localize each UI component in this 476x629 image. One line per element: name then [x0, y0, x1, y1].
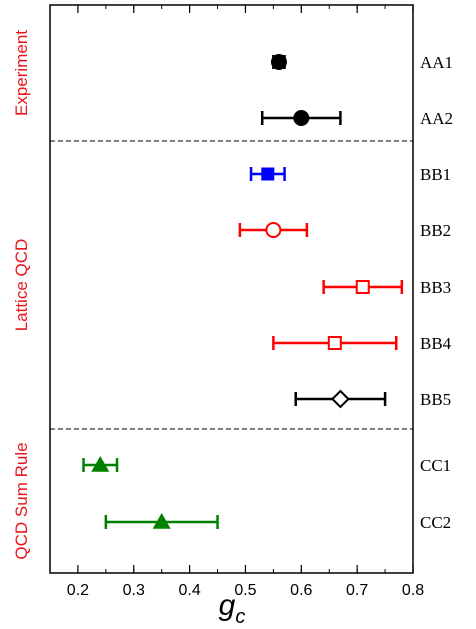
x-axis-title-main: g	[219, 589, 236, 622]
x-axis-title: gc	[219, 589, 246, 628]
x-tick-label: 0.5	[234, 582, 256, 599]
data-point-bb4	[272, 336, 398, 350]
row-label-bb2: BB2	[420, 221, 451, 240]
marker-open-diamond	[330, 389, 350, 409]
data-point-aa1	[270, 54, 287, 70]
row-label-aa1: AA1	[420, 53, 453, 72]
marker-open-circle	[265, 222, 282, 238]
data-point-aa2	[260, 110, 342, 126]
x-axis-title-subscript: c	[235, 606, 245, 628]
row-label-bb3: BB3	[420, 278, 451, 297]
data-point-bb3	[322, 280, 404, 294]
marker-filled-triangle	[152, 513, 171, 529]
data-point-bb5	[294, 389, 387, 409]
group-label-2: Lattice QCD	[12, 239, 31, 332]
row-labels: AA1 AA2 BB1 BB2 BB3 BB4 BB5 CC1 CC2	[420, 53, 453, 532]
row-label-bb1: BB1	[420, 165, 451, 184]
data-point-cc2	[104, 513, 219, 529]
group-label-1: Experiment	[12, 30, 31, 116]
x-tick-label: 0.8	[402, 582, 424, 599]
x-tick-label: 0.3	[123, 582, 145, 599]
marker-open-square	[355, 280, 370, 294]
row-label-cc1: CC1	[420, 456, 451, 475]
plot-frame	[49, 4, 414, 574]
row-label-aa2: AA2	[420, 109, 453, 128]
data-point-bb1	[249, 167, 286, 181]
marker-filled-triangle	[91, 456, 110, 472]
group-labels: Experiment Lattice QCD QCD Sum Rule	[12, 30, 31, 560]
group-separators	[50, 140, 413, 430]
marker-filled-square	[261, 167, 275, 181]
group-label-3: QCD Sum Rule	[12, 442, 31, 559]
marker-open-square	[327, 336, 342, 350]
data-point-cc1	[82, 456, 119, 472]
row-label-cc2: CC2	[420, 513, 451, 532]
x-tick-label: 0.7	[346, 582, 368, 599]
x-tick-label: 0.2	[67, 582, 89, 599]
row-label-bb5: BB5	[420, 390, 451, 409]
marker-filled-circle	[270, 54, 287, 70]
row-label-bb4: BB4	[420, 334, 452, 353]
x-tick-label: 0.4	[178, 582, 200, 599]
x-axis-ticks: 0.2 0.3 0.4 0.5 0.6 0.7 0.8	[49, 5, 424, 599]
x-tick-label: 0.6	[290, 582, 312, 599]
data-point-bb2	[238, 222, 309, 238]
data-marks	[82, 54, 404, 529]
marker-filled-circle	[293, 110, 310, 126]
